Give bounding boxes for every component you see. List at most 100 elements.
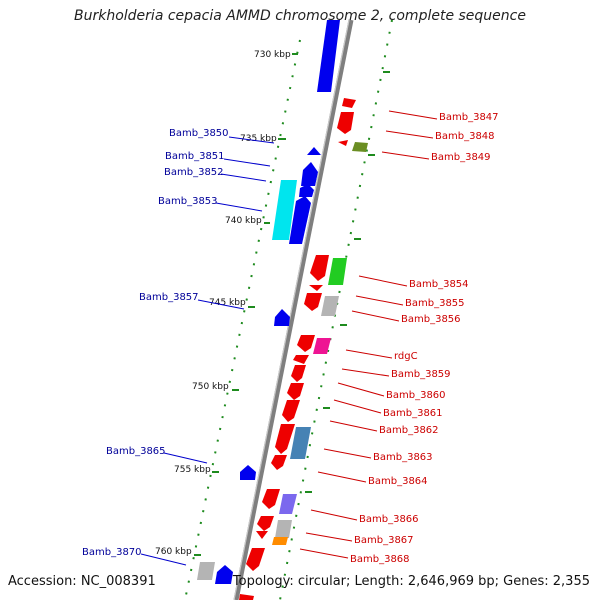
reverse-genes	[239, 98, 368, 600]
label-connector	[220, 173, 267, 182]
gene-feature	[271, 455, 287, 470]
gene-label-left[interactable]: Bamb_3857	[139, 292, 199, 303]
label-connector	[317, 471, 367, 483]
gene-feature	[279, 494, 297, 514]
label-connector	[197, 299, 245, 310]
gene-feature	[342, 98, 356, 108]
gene-label-left[interactable]: Bamb_3852	[164, 167, 224, 178]
gene-feature	[290, 427, 311, 459]
gene-label-right[interactable]: Bamb_3859	[391, 369, 451, 380]
scale-label: 760 kbp	[155, 547, 192, 557]
label-connector	[305, 532, 353, 542]
left-connectors	[140, 136, 275, 566]
label-connector	[337, 382, 385, 397]
label-connector	[345, 349, 393, 359]
forward-genes	[197, 20, 340, 584]
gene-feature	[215, 565, 233, 584]
label-connector	[341, 368, 390, 377]
gene-label-right[interactable]: Bamb_3856	[401, 314, 461, 325]
gene-feature	[310, 255, 329, 281]
gene-feature	[240, 465, 256, 480]
gene-feature	[337, 112, 354, 134]
gene-feature	[301, 162, 318, 186]
gene-feature	[274, 309, 290, 326]
scale-label: 730 kbp	[254, 50, 291, 60]
gene-feature	[307, 147, 321, 155]
gene-feature	[256, 531, 268, 539]
gene-feature	[299, 184, 314, 197]
gene-feature	[275, 424, 295, 454]
label-connector	[381, 151, 430, 160]
label-connector	[388, 110, 438, 120]
gene-feature	[239, 594, 254, 600]
right-connectors	[299, 110, 438, 559]
gene-feature	[272, 180, 297, 240]
label-connector	[355, 295, 404, 306]
gene-feature	[246, 548, 265, 571]
gene-label-right[interactable]: Bamb_3863	[373, 452, 433, 463]
gene-label-right[interactable]: Bamb_3867	[354, 535, 414, 546]
gene-feature	[317, 20, 340, 92]
label-connector	[140, 553, 187, 566]
label-connector	[228, 136, 275, 144]
gene-feature	[352, 142, 368, 152]
gene-feature	[309, 285, 323, 291]
right-guide-line	[279, 19, 393, 600]
gene-label-right[interactable]: Bamb_3848	[435, 131, 495, 142]
sequence-summary: Topology: circular; Length: 2,646,969 bp…	[232, 574, 590, 589]
scale-label: 745 kbp	[209, 298, 246, 308]
label-connector	[310, 509, 358, 521]
scale-label: 735 kbp	[240, 134, 277, 144]
gene-feature	[197, 562, 215, 580]
scale-label: 755 kbp	[174, 465, 211, 475]
gene-feature	[272, 537, 288, 545]
gene-feature	[297, 335, 315, 352]
gene-feature	[338, 140, 348, 146]
page-title: Burkholderia cepacia AMMD chromosome 2, …	[74, 8, 526, 24]
label-connector	[215, 202, 263, 212]
gene-feature	[287, 383, 304, 400]
gene-feature	[275, 520, 292, 538]
chromosome-backbone	[233, 19, 354, 600]
label-connector	[299, 548, 349, 559]
label-connector	[385, 130, 434, 139]
gene-feature	[321, 296, 339, 316]
gene-label-right[interactable]: Bamb_3855	[405, 298, 465, 309]
gene-label-left[interactable]: Bamb_3850	[169, 128, 229, 139]
gene-label-right[interactable]: Bamb_3847	[439, 112, 499, 123]
scale-ticks	[194, 53, 390, 556]
gene-feature	[282, 400, 300, 422]
label-connector	[329, 420, 378, 432]
label-connector	[163, 452, 208, 464]
label-connector	[351, 310, 400, 322]
gene-label-right[interactable]: Bamb_3849	[431, 152, 491, 163]
gene-label-right[interactable]: Bamb_3854	[409, 279, 469, 290]
label-connector	[333, 399, 382, 414]
gene-feature	[257, 516, 274, 531]
gene-feature	[304, 293, 322, 311]
gene-label-right[interactable]: rdgC	[394, 351, 418, 362]
gene-label-right[interactable]: Bamb_3864	[368, 476, 428, 487]
gene-label-right[interactable]: Bamb_3860	[386, 390, 446, 401]
chromosome-backbone-highlight	[233, 19, 350, 600]
gene-label-left[interactable]: Bamb_3870	[82, 547, 142, 558]
scale-label: 750 kbp	[192, 382, 229, 392]
gene-label-left[interactable]: Bamb_3851	[165, 151, 225, 162]
gene-label-left[interactable]: Bamb_3853	[158, 196, 218, 207]
gene-label-left[interactable]: Bamb_3865	[106, 446, 166, 457]
gene-label-right[interactable]: Bamb_3866	[359, 514, 419, 525]
label-connector	[223, 158, 271, 167]
label-connector	[358, 275, 408, 287]
gene-label-right[interactable]: Bamb_3862	[379, 425, 439, 436]
scale-label: 740 kbp	[225, 216, 262, 226]
gene-feature	[291, 365, 306, 382]
gene-label-right[interactable]: Bamb_3868	[350, 554, 410, 565]
gene-feature	[313, 338, 331, 354]
gene-feature	[262, 489, 280, 509]
gene-feature	[289, 196, 311, 244]
gene-label-right[interactable]: Bamb_3861	[383, 408, 443, 419]
gene-feature	[293, 355, 309, 364]
accession-text: Accession: NC_008391	[8, 574, 156, 589]
